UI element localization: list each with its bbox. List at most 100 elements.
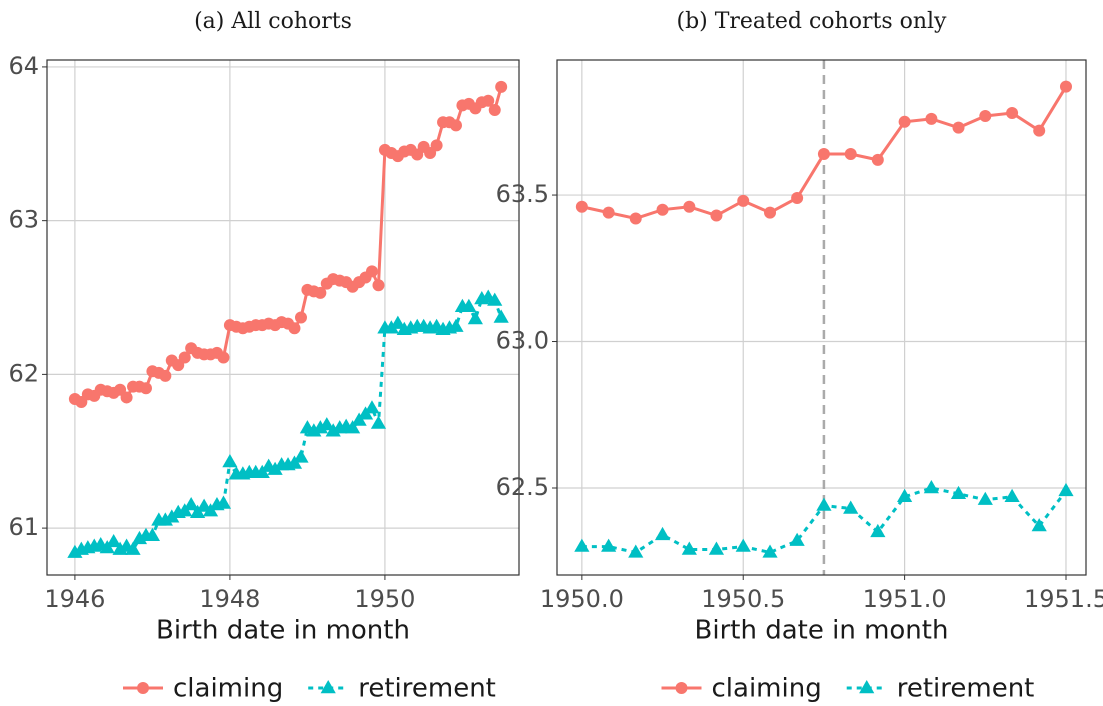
point	[1006, 107, 1019, 120]
point	[448, 318, 464, 332]
point	[764, 206, 777, 219]
plot-border	[46, 59, 520, 576]
point	[737, 194, 750, 207]
point	[495, 80, 508, 93]
point	[708, 541, 725, 555]
plot-border	[556, 59, 1087, 576]
point	[319, 417, 335, 431]
point	[844, 148, 857, 161]
legend-label: claiming	[173, 674, 283, 704]
point	[735, 538, 751, 552]
point	[979, 109, 992, 122]
x-tick-label: 1951.5	[1024, 585, 1103, 613]
point	[762, 544, 778, 558]
y-tick-label: 64	[8, 52, 39, 80]
point	[897, 488, 913, 502]
point	[222, 454, 238, 468]
point	[602, 206, 615, 219]
point	[487, 292, 503, 306]
x-tick-label: 1946	[44, 585, 105, 613]
point	[372, 279, 385, 292]
point	[1059, 80, 1072, 93]
point	[859, 680, 875, 694]
point	[574, 538, 590, 552]
point	[390, 315, 406, 329]
point	[365, 265, 378, 278]
point	[364, 400, 380, 414]
legend-label: retirement	[897, 674, 1035, 704]
point	[575, 200, 588, 213]
point	[1004, 488, 1020, 502]
point	[493, 309, 509, 323]
point	[159, 369, 172, 382]
chart-title: (b) Treated cohorts only	[676, 9, 947, 34]
point	[654, 526, 671, 541]
point	[314, 286, 327, 299]
point	[482, 94, 495, 107]
legend-label: claiming	[712, 674, 822, 704]
point	[449, 119, 462, 132]
x-tick-label: 1951.0	[863, 585, 947, 613]
point	[681, 541, 697, 555]
point	[183, 497, 199, 511]
x-tick-label: 1948	[199, 585, 260, 613]
point	[293, 449, 309, 463]
point	[137, 682, 149, 694]
point	[320, 680, 336, 694]
point	[601, 538, 617, 552]
point	[977, 491, 993, 505]
point	[488, 103, 501, 116]
point	[952, 121, 965, 134]
point	[870, 523, 886, 538]
point	[217, 351, 230, 364]
point	[120, 391, 133, 404]
point	[288, 322, 301, 335]
point	[467, 311, 483, 325]
point	[370, 415, 387, 429]
point	[125, 541, 141, 555]
point	[1031, 518, 1047, 532]
y-tick-label: 61	[8, 513, 39, 541]
point	[106, 533, 122, 548]
point	[871, 153, 884, 166]
point	[791, 191, 804, 204]
y-tick-label: 63	[8, 206, 39, 234]
point	[925, 112, 938, 125]
x-tick-label: 1950.5	[701, 585, 785, 613]
point	[789, 532, 805, 546]
point	[1058, 482, 1074, 497]
point	[675, 682, 688, 694]
point	[923, 479, 939, 494]
point	[215, 495, 232, 509]
point	[178, 351, 191, 364]
point	[898, 115, 911, 128]
chart-title: (a) All cohorts	[194, 9, 352, 34]
y-tick-label: 63.5	[496, 180, 549, 208]
point	[629, 212, 642, 225]
plot-background	[557, 60, 1086, 575]
point	[344, 420, 361, 434]
point	[816, 497, 832, 511]
point	[628, 544, 644, 558]
point	[294, 311, 307, 324]
point	[430, 139, 443, 152]
y-tick-label: 63.0	[496, 327, 549, 355]
point	[843, 500, 859, 514]
legend-label: retirement	[358, 674, 496, 704]
point	[139, 382, 152, 395]
x-tick-label: 1950.0	[540, 585, 624, 613]
point	[683, 200, 696, 213]
point	[817, 148, 830, 161]
point	[656, 203, 669, 216]
x-axis-title: Birth date in month	[156, 616, 410, 646]
x-axis-title: Birth date in month	[695, 616, 949, 646]
point	[383, 320, 399, 334]
point	[267, 461, 283, 475]
point	[710, 209, 723, 222]
point	[1033, 124, 1046, 137]
y-tick-label: 62	[8, 359, 39, 387]
point	[144, 527, 161, 541]
x-tick-label: 1950	[354, 585, 415, 613]
y-tick-label: 62.5	[496, 473, 549, 501]
